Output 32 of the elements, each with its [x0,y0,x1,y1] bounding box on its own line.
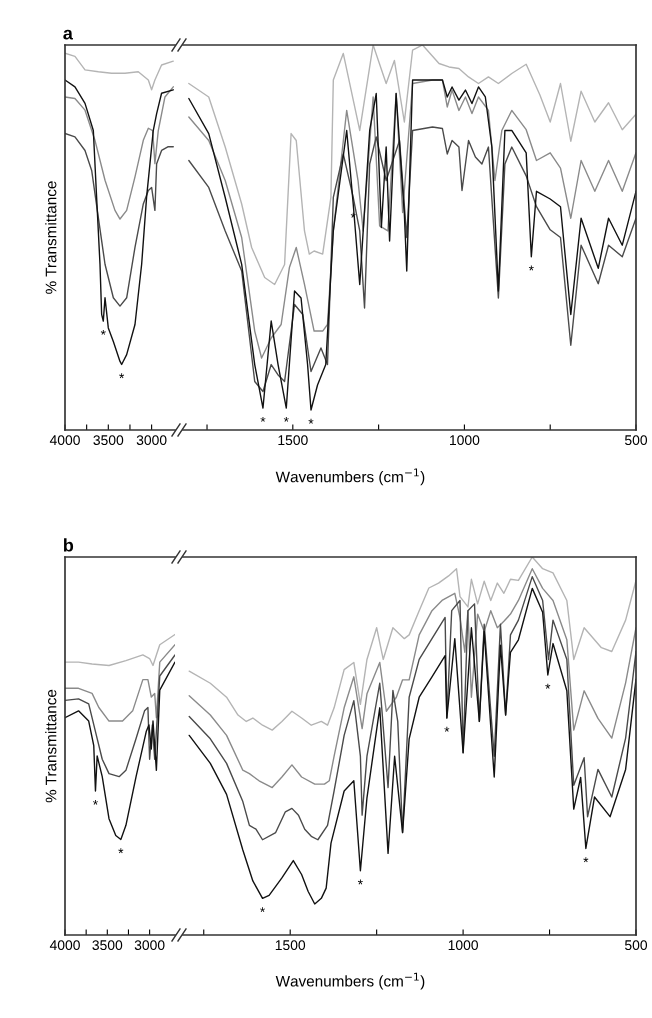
x-tick-label: 3000 [136,435,167,446]
x-tick-label: 1000 [448,940,479,951]
x-tick-label: 500 [624,435,648,446]
x-axis-title: Wavenumbers (cm$^{−1}$) [275,468,425,486]
annotation: * [260,907,266,913]
x-tick-label: 1500 [275,940,306,951]
chart-title: b [63,538,74,552]
annotation: * [118,848,124,854]
y-axis-title: % Transmittance [45,181,57,294]
annotation: * [350,212,356,218]
annotation: * [357,879,363,885]
x-tick-label: 500 [624,940,648,951]
annotation: * [100,329,106,335]
annotation: * [119,373,125,379]
x-tick-label: 4000 [49,940,80,951]
chart-title: a [63,29,73,40]
annotation: * [283,416,289,422]
x-tick-label: 3500 [92,940,123,951]
annotation: * [308,418,314,424]
x-tick-label: 1000 [450,435,480,446]
annotation: * [583,857,589,863]
x-tick-label: 3500 [93,435,124,446]
annotation: * [92,799,98,805]
x-axis-title: Wavenumbers (cm$^{−1}$) [275,972,425,990]
annotation: * [260,416,266,422]
annotation: * [528,265,534,271]
x-tick-label: 3000 [134,940,165,951]
y-axis-title: % Transmittance [45,689,57,803]
annotation: * [545,683,551,689]
annotation: * [444,726,450,732]
x-tick-label: 1500 [278,435,308,446]
x-tick-label: 4000 [49,435,80,446]
